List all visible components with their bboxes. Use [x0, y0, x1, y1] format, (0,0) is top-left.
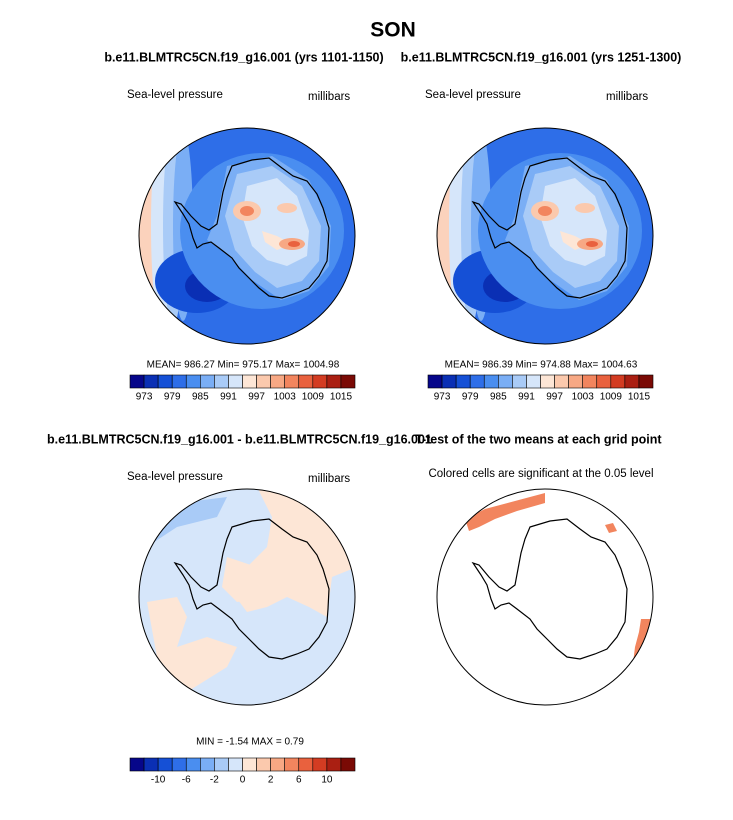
panel-left-label: Colored cells are significant at the 0.0… — [428, 468, 653, 480]
colorbar-label: 979 — [164, 392, 181, 403]
colorbar-cell — [540, 374, 555, 389]
colorbar-label: 1003 — [274, 392, 297, 403]
colorbar-label: 1009 — [302, 392, 325, 403]
panel-title: b.e11.BLMTRC5CN.f19_g16.001 (yrs 1251-13… — [401, 50, 682, 64]
colorbar-cell — [157, 374, 173, 389]
colorbar-cell — [638, 374, 654, 389]
colorbar-cell — [554, 374, 569, 389]
panel-right-label: millibars — [308, 473, 350, 485]
colorbar-label: 985 — [192, 392, 209, 403]
colorbar-cell — [157, 757, 173, 772]
colorbar-cell — [312, 757, 328, 772]
colorbar-cell — [596, 374, 612, 389]
colorbar-cell — [624, 374, 640, 389]
colorbar-cell — [340, 374, 356, 389]
colorbar-label: 997 — [546, 392, 563, 403]
colorbar-cell — [298, 374, 314, 389]
colorbar-cell — [568, 374, 583, 389]
colorbar-cell — [512, 374, 527, 389]
colorbar-cell — [526, 374, 541, 389]
colorbar-cell — [610, 374, 626, 389]
colorbar-cell — [270, 757, 285, 772]
colorbar-label: 985 — [490, 392, 507, 403]
colorbar-cell — [228, 374, 243, 389]
panel-right-label: millibars — [308, 91, 350, 103]
colorbar-label: 2 — [268, 775, 274, 786]
colorbar-label: 997 — [248, 392, 265, 403]
colorbar-label: 979 — [462, 392, 479, 403]
colorbar-cell — [143, 757, 159, 772]
panel-title: b.e11.BLMTRC5CN.f19_g16.001 (yrs 1101-11… — [104, 50, 383, 64]
map — [423, 116, 653, 344]
panel-stats: MIN = -1.54 MAX = 0.79 — [196, 737, 304, 748]
colorbar-label: 1009 — [600, 392, 623, 403]
colorbar-cell — [441, 374, 457, 389]
map — [125, 116, 355, 344]
colorbar-label: 991 — [220, 392, 237, 403]
colorbar-cell — [129, 374, 145, 389]
colorbar-cell — [340, 757, 356, 772]
colorbar-cell — [455, 374, 471, 389]
panel-left-label: Sea-level pressure — [127, 89, 223, 101]
map — [138, 488, 356, 706]
colorbar-cell — [228, 757, 243, 772]
colorbar-cell — [200, 757, 215, 772]
panel-title: T-test of the two means at each grid poi… — [415, 432, 662, 446]
colorbar-cell — [214, 374, 229, 389]
colorbar-cell — [284, 374, 300, 389]
colorbar-cell — [129, 757, 145, 772]
colorbar-label: -10 — [151, 775, 166, 786]
colorbar-cell — [483, 374, 499, 389]
panel-left-label: Sea-level pressure — [425, 89, 521, 101]
panel-left-label: Sea-level pressure — [127, 471, 223, 483]
colorbar-cell — [242, 757, 257, 772]
panel-stats: MEAN= 986.27 Min= 975.17 Max= 1004.98 — [147, 360, 340, 371]
colorbar-label: 1015 — [330, 392, 353, 403]
colorbar-label: 0 — [240, 775, 246, 786]
colorbar-label: 991 — [518, 392, 535, 403]
colorbar-cell — [582, 374, 598, 389]
colorbar-cell — [200, 374, 215, 389]
colorbar-cell — [242, 374, 257, 389]
colorbar-cell — [469, 374, 485, 389]
map — [436, 488, 654, 706]
colorbar-cell — [326, 757, 342, 772]
colorbar-label: -6 — [182, 775, 191, 786]
colorbar-cell — [185, 757, 201, 772]
colorbar-label: 6 — [296, 775, 302, 786]
colorbar-label: -2 — [210, 775, 219, 786]
colorbar-cell — [427, 374, 443, 389]
colorbar-cell — [171, 757, 187, 772]
colorbar-cell — [284, 757, 300, 772]
colorbar-label: 973 — [136, 392, 153, 403]
colorbar-label: 973 — [434, 392, 451, 403]
colorbar-label: 10 — [321, 775, 333, 786]
panel-right-label: millibars — [606, 91, 648, 103]
colorbar-cell — [312, 374, 328, 389]
colorbar-cell — [326, 374, 342, 389]
figure-title: SON — [370, 19, 416, 42]
colorbar-cell — [171, 374, 187, 389]
panel-title: b.e11.BLMTRC5CN.f19_g16.001 - b.e11.BLMT… — [47, 432, 432, 446]
colorbar-cell — [185, 374, 201, 389]
colorbar-cell — [256, 757, 271, 772]
colorbar-cell — [298, 757, 314, 772]
colorbar-cell — [498, 374, 513, 389]
colorbar-label: 1003 — [572, 392, 595, 403]
colorbar-cell — [214, 757, 229, 772]
colorbar-cell — [256, 374, 271, 389]
panel-stats: MEAN= 986.39 Min= 974.88 Max= 1004.63 — [445, 360, 638, 371]
colorbar-label: 1015 — [628, 392, 651, 403]
colorbar-cell — [143, 374, 159, 389]
colorbar-cell — [270, 374, 285, 389]
